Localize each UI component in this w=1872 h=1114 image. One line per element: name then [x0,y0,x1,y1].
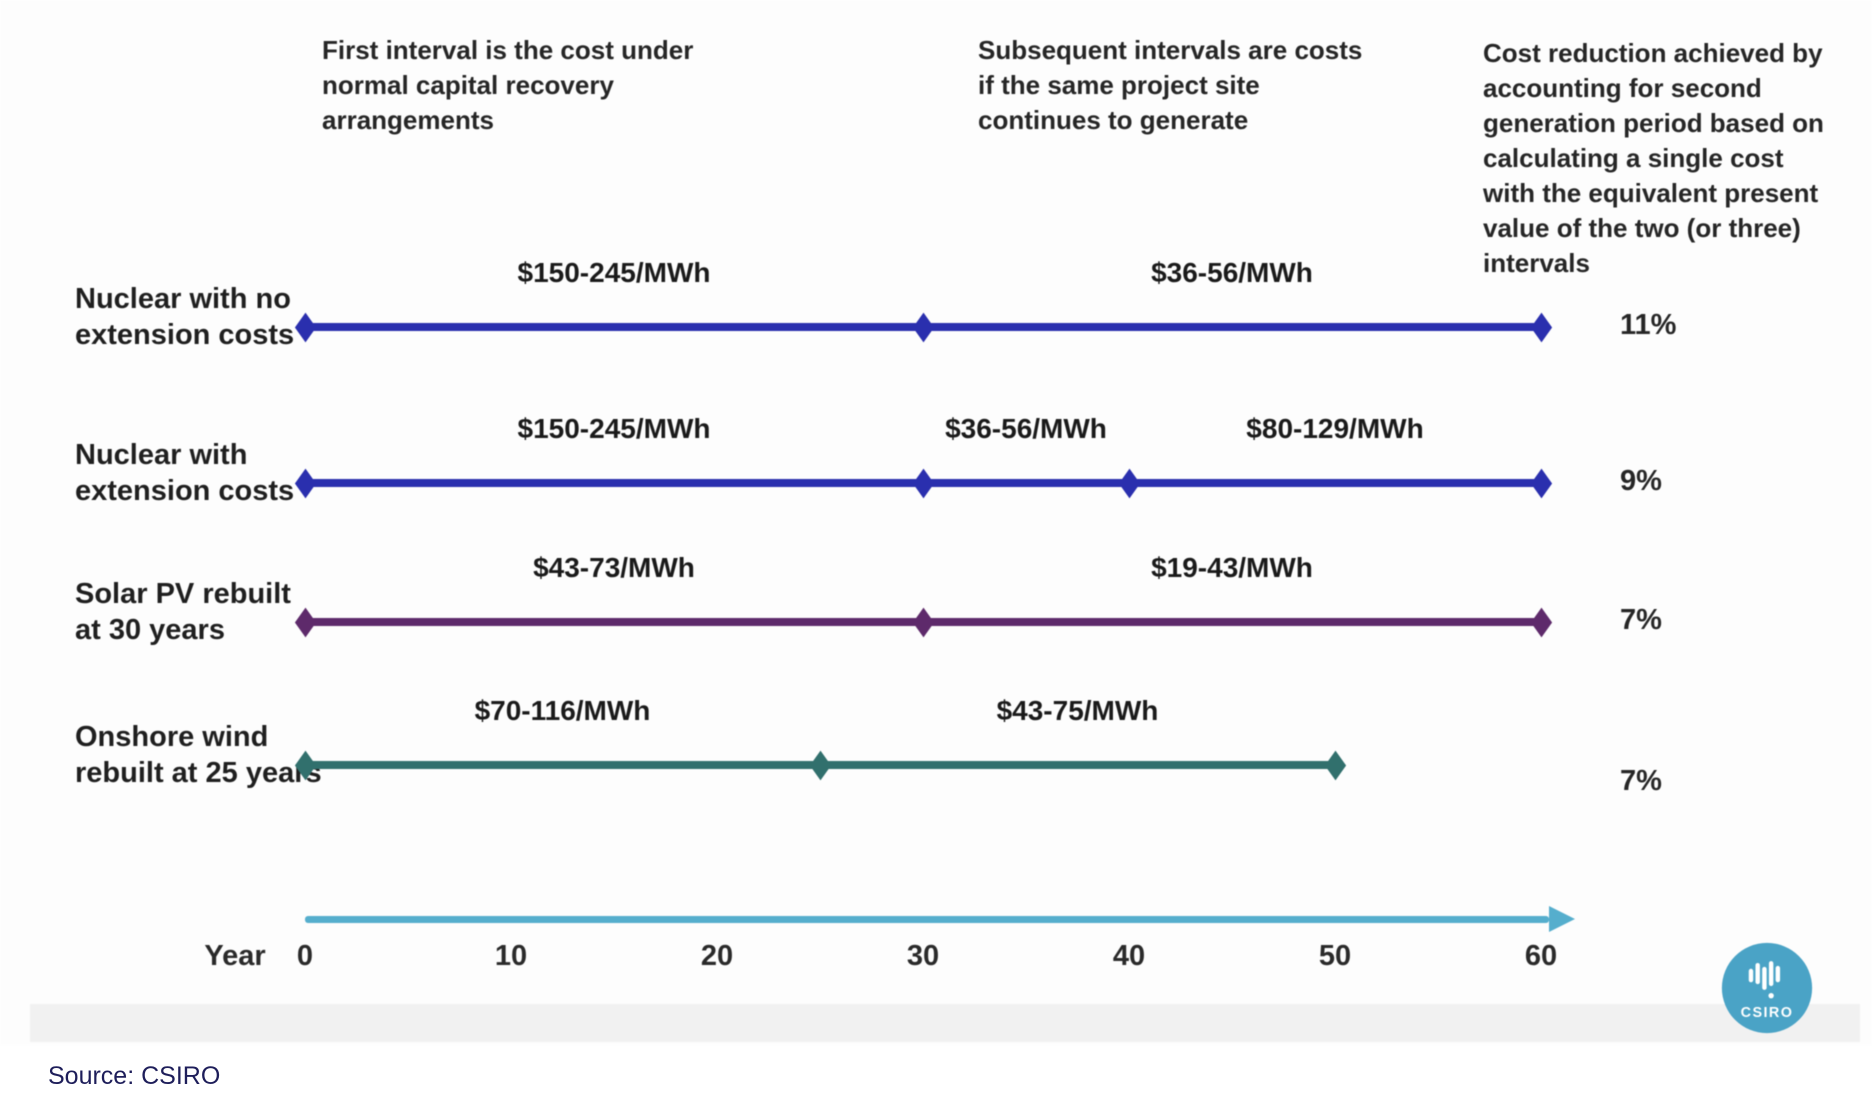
logo-circle [1721,942,1813,1034]
cost-range-label: $19-43/MWh [1151,552,1313,583]
cost-range-label: $150-245/MWh [517,257,711,288]
cost-range-label: $36-56/MWh [945,413,1107,444]
marker-diamond [1324,750,1346,780]
cost-reduction-value: 7% [1620,604,1662,636]
cost-range-label: $150-245/MWh [517,413,711,444]
cost-interval-chart: First interval is the cost under normal … [30,35,1860,1042]
marker-diamond [1530,312,1552,342]
axis-arrow-head [1549,906,1575,932]
axis-tick-label: 60 [1524,940,1558,972]
cost-reduction-value: 11% [1620,309,1677,341]
cost-reduction-value: 7% [1620,765,1662,797]
series-label: Solar PV rebuilt at 30 years [75,578,291,646]
marker-diamond [912,468,934,498]
annotation-first-interval: First interval is the cost under normal … [322,35,694,135]
series-label: Onshore wind rebuilt at 25 years [75,721,322,789]
logo-wordmark: CSIRO [1741,1005,1794,1021]
marker-diamond [912,312,934,342]
cost-range-label: $36-56/MWh [1151,257,1313,288]
cost-reduction-value: 9% [1620,465,1662,497]
axis-tick-label: 10 [494,940,528,972]
series-label: Nuclear with no extension costs [75,283,295,351]
marker-diamond [912,607,934,637]
axis-tick-label: 40 [1112,940,1146,972]
axis-arrow-line [305,916,1549,923]
series-label: Nuclear with extension costs [75,439,295,507]
annotation-cost-reduction: Cost reduction achieved by accounting fo… [1483,38,1824,278]
cost-range-label: $43-75/MWh [996,695,1159,726]
source-caption: Source: CSIRO [48,1062,221,1090]
axis-tick-label: 30 [906,940,940,972]
axis-tick-label: 50 [1318,940,1352,972]
marker-diamond [1530,607,1552,637]
axis-tick-label: 20 [700,940,734,972]
marker-diamond [1530,468,1552,498]
logo-bars-icon [1748,961,1781,999]
csiro-logo: CSIRO [1721,942,1813,1034]
cost-range-label: $80-129/MWh [1246,413,1424,444]
cost-range-label: $70-116/MWh [474,695,651,726]
cost-range-label: $43-73/MWh [533,552,695,583]
annotation-subsequent-intervals: Subsequent intervals are costs if the sa… [978,35,1363,135]
footer-strip [30,1004,1860,1042]
marker-diamond [1118,468,1140,498]
axis-label-year: Year [204,940,266,972]
axis-tick-label: 0 [296,940,314,972]
marker-diamond [809,750,831,780]
